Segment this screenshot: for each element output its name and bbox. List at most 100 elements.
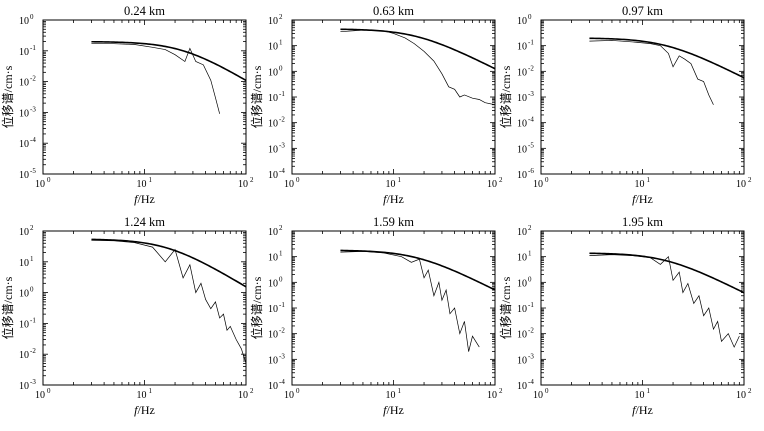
y-tick-label: 10 [19,78,29,89]
x-tick-label: 10 [736,179,746,190]
y-tick-exponent: -4 [279,378,285,386]
y-tick-label: 10 [517,42,527,53]
x-axis-label: f/Hz [134,403,155,417]
observed-spectrum-line [91,43,220,114]
y-axis-label: 位移谱/cm·s [498,65,513,128]
plot-frame [540,230,745,386]
y-tick-label: 10 [517,355,527,366]
x-tick-exponent: 2 [748,176,752,184]
y-tick-exponent: -3 [279,141,285,149]
observed-spectrum-line [340,29,495,106]
y-tick-label: 10 [268,170,278,181]
panel-title: 0.97 km [622,4,663,18]
x-axis-variable: f [632,192,637,206]
y-tick-label: 10 [19,258,29,269]
y-tick-label: 10 [268,355,278,366]
y-tick-label: 10 [268,93,278,104]
y-tick-exponent: 2 [279,13,283,21]
theoretical-spectrum-line [589,37,744,79]
y-tick-exponent: -3 [528,90,534,98]
y-tick-label: 10 [19,16,29,27]
theoretical-spectrum-line [589,252,744,294]
y-tick-label: 10 [268,119,278,130]
panel-title: 0.63 km [373,4,414,18]
y-tick-label: 10 [19,47,29,58]
y-axis-label: 位移谱/cm·s [0,65,15,128]
y-tick-exponent: -2 [528,64,534,72]
y-tick-label: 10 [19,319,29,330]
y-tick-label: 10 [268,253,278,264]
x-tick-label: 10 [284,390,294,401]
x-tick-exponent: 1 [647,176,651,184]
x-tick-exponent: 2 [499,176,503,184]
x-axis-label: f/Hz [632,403,653,417]
x-tick-label: 10 [137,179,147,190]
x-tick-exponent: 2 [250,176,254,184]
x-tick-exponent: 0 [296,176,300,184]
y-tick-exponent: 0 [30,13,34,21]
y-tick-exponent: -3 [528,352,534,360]
theoretical-spectrum-line [91,238,246,288]
y-tick-label: 10 [268,227,278,238]
y-tick-exponent: -2 [528,327,534,335]
x-axis-variable: f [632,403,637,417]
y-tick-label: 10 [19,350,29,361]
y-tick-label: 10 [19,170,29,181]
y-tick-exponent: -1 [528,301,534,309]
observed-spectrum-line [340,251,480,352]
y-tick-label: 10 [19,289,29,300]
x-axis-label: f/Hz [383,403,404,417]
y-tick-label: 10 [268,278,278,289]
x-tick-exponent: 0 [47,176,51,184]
y-axis-label: 位移谱/cm·s [249,65,264,128]
x-axis-unit: /Hz [387,192,404,206]
y-tick-exponent: -1 [30,44,36,52]
y-tick-exponent: 0 [528,13,532,21]
y-tick-exponent: 1 [30,255,34,263]
theoretical-spectrum-line [340,28,495,70]
x-tick-label: 10 [487,179,497,190]
x-axis-variable: f [383,192,388,206]
x-axis-label: f/Hz [632,192,653,206]
y-tick-exponent: 2 [528,224,532,232]
y-tick-label: 10 [19,108,29,119]
x-tick-label: 10 [635,390,645,401]
y-tick-exponent: -4 [528,116,534,124]
y-tick-label: 10 [268,330,278,341]
y-tick-label: 10 [517,144,527,155]
y-tick-exponent: 1 [279,39,283,47]
y-tick-label: 10 [268,67,278,78]
theoretical-spectrum-line [91,40,246,82]
x-axis-variable: f [383,403,388,417]
y-tick-exponent: -5 [30,167,36,175]
x-tick-label: 10 [35,390,45,401]
y-tick-label: 10 [517,253,527,264]
x-tick-exponent: 1 [149,176,153,184]
plot-frame [291,19,496,175]
observed-spectrum-line [589,40,714,105]
y-tick-label: 10 [517,67,527,78]
y-tick-exponent: -1 [528,39,534,47]
x-axis-unit: /Hz [387,403,404,417]
y-tick-exponent: 0 [528,275,532,283]
y-tick-exponent: -3 [30,105,36,113]
theoretical-spectrum-line [340,249,495,291]
x-axis-unit: /Hz [636,403,653,417]
observed-spectrum-line [91,239,246,364]
plot-frame [42,230,247,386]
observed-spectrum-line [589,254,740,348]
y-tick-exponent: -3 [30,378,36,386]
x-tick-label: 10 [533,390,543,401]
panel-title: 0.24 km [124,4,165,18]
x-tick-exponent: 2 [499,387,503,395]
y-tick-exponent: -3 [279,352,285,360]
y-tick-label: 10 [517,278,527,289]
x-axis-label: f/Hz [134,192,155,206]
x-tick-exponent: 1 [647,387,651,395]
x-tick-exponent: 1 [149,387,153,395]
